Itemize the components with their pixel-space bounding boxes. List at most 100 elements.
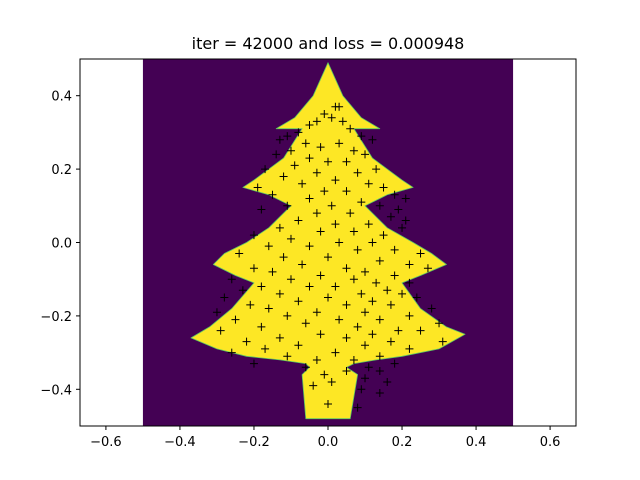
x-tick-label: −0.4: [164, 435, 196, 450]
data-point: [331, 220, 340, 229]
data-point: [235, 249, 244, 258]
data-point: [361, 308, 370, 317]
data-point: [361, 374, 370, 383]
data-point: [316, 330, 325, 339]
data-point: [338, 117, 347, 126]
data-point: [253, 183, 262, 192]
data-point: [257, 282, 266, 291]
data-point: [301, 363, 310, 372]
data-point: [327, 113, 336, 122]
data-point: [283, 132, 292, 141]
data-point: [349, 227, 358, 236]
data-point: [353, 245, 362, 254]
data-point: [249, 231, 258, 240]
data-point: [394, 326, 403, 335]
data-point: [335, 315, 344, 324]
data-point: [342, 333, 351, 342]
data-point: [312, 117, 321, 126]
data-point: [412, 293, 421, 302]
x-tick-label: −0.2: [238, 435, 270, 450]
data-point: [309, 381, 318, 390]
data-point: [342, 187, 351, 196]
data-point: [261, 165, 270, 174]
data-point: [386, 300, 395, 309]
data-point: [305, 242, 314, 251]
data-point: [257, 322, 266, 331]
data-point: [294, 216, 303, 225]
data-point: [427, 304, 436, 313]
data-point: [379, 231, 388, 240]
data-point: [275, 223, 284, 232]
data-point: [327, 201, 336, 210]
data-point: [264, 242, 273, 251]
data-point: [275, 135, 284, 144]
data-point: [246, 300, 255, 309]
data-point: [275, 333, 284, 342]
data-point: [286, 275, 295, 284]
data-point: [364, 220, 373, 229]
data-point: [349, 275, 358, 284]
data-point: [324, 253, 332, 262]
data-point: [320, 370, 329, 379]
data-point: [249, 264, 258, 273]
data-point: [423, 264, 432, 273]
data-point: [249, 359, 258, 368]
data-point: [268, 267, 277, 276]
data-point: [375, 201, 384, 210]
data-point: [261, 344, 270, 353]
data-point: [357, 289, 366, 298]
data-point: [279, 253, 288, 262]
x-tick-label: 0.0: [318, 435, 339, 450]
data-point: [238, 286, 247, 295]
data-point: [231, 315, 240, 324]
y-tick-label: 0.4: [51, 90, 72, 105]
data-point: [342, 366, 351, 375]
data-point: [294, 297, 303, 306]
data-point: [227, 348, 236, 357]
data-point: [301, 319, 310, 328]
data-point: [298, 260, 307, 269]
data-point: [438, 337, 447, 346]
data-point: [364, 363, 373, 372]
data-point: [294, 128, 303, 137]
data-point: [368, 238, 377, 247]
data-point: [398, 289, 407, 298]
data-point: [324, 399, 332, 408]
data-point: [346, 124, 355, 133]
data-point: [398, 223, 407, 232]
data-point: [331, 282, 340, 291]
data-point: [286, 146, 295, 155]
data-point: [372, 165, 381, 174]
data-point: [290, 161, 299, 170]
data-point: [264, 304, 273, 313]
data-point: [375, 256, 384, 265]
data-point: [327, 377, 336, 386]
data-point: [401, 216, 410, 225]
data-point: [353, 322, 362, 331]
data-point: [368, 330, 377, 339]
data-point: [335, 102, 344, 111]
data-point: [301, 139, 310, 148]
data-point: [375, 315, 384, 324]
data-point: [305, 194, 314, 203]
data-point: [272, 150, 281, 159]
y-tick-label: 0.0: [51, 237, 72, 252]
data-point: [320, 110, 329, 119]
data-point: [349, 355, 358, 364]
data-point: [316, 271, 325, 280]
y-tick-label: 0.2: [51, 163, 72, 178]
data-point: [312, 308, 321, 317]
data-point: [324, 157, 332, 166]
data-point: [372, 278, 381, 287]
data-point: [383, 286, 392, 295]
data-point: [268, 190, 277, 199]
data-point: [212, 308, 221, 317]
y-axis: −0.4 −0.2 0.0 0.2 0.4: [40, 90, 80, 398]
data-point: [357, 385, 366, 394]
data-point: [375, 352, 384, 361]
data-point: [390, 271, 399, 280]
data-point: [283, 201, 292, 210]
data-point: [312, 209, 321, 218]
data-point: [416, 249, 425, 258]
